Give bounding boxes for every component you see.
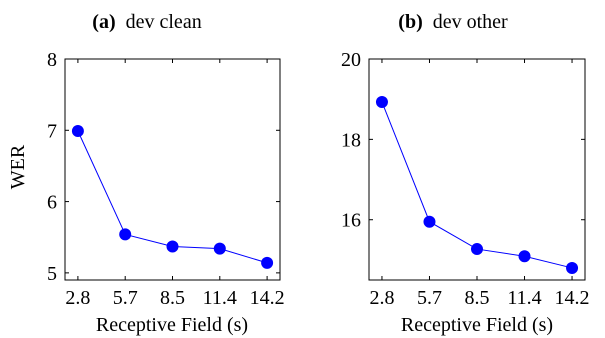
x-axis-label: Receptive Field (s) [96,314,248,336]
chart-title-text: dev clean [126,11,202,33]
y-axis-label: WER [7,144,29,189]
data-point [119,228,132,241]
data-point [71,125,84,138]
data-point [261,256,274,269]
data-point [423,215,436,228]
x-tick-label: 11.4 [203,287,237,309]
y-tick-label: 16 [341,210,361,232]
chart-title-text: dev other [433,11,508,33]
x-tick-label: 5.7 [417,287,442,309]
chart-title-prefix: (a) [92,11,115,33]
data-series [375,95,579,274]
chart-title: (a) dev clean [92,11,201,33]
x-axis-label: Receptive Field (s) [401,314,553,336]
x-tick-label: 5.7 [113,287,138,309]
chart-title: (b) dev other [398,11,508,33]
data-series [71,125,274,269]
data-point [518,250,531,263]
y-tick-label: 5 [47,263,57,285]
y-tick-label: 18 [341,129,361,151]
x-tick-label: 14.2 [555,287,590,309]
data-point [471,243,483,256]
x-tick-label: 11.4 [507,287,541,309]
y-tick-label: 8 [47,49,57,71]
x-tick-label: 8.5 [160,287,185,309]
x-tick-label: 2.8 [65,287,90,309]
chart-title-prefix: (b) [398,11,422,33]
y-tick-label: 20 [341,49,361,71]
x-tick-label: 8.5 [465,287,490,309]
series-line [381,101,573,269]
x-tick-label: 2.8 [369,287,394,309]
chart-panel-dev-other: (b) dev other Receptive Field (s) 16 18 20… [341,11,590,336]
axis-ticks: 16 18 20 2.8 5.7 8.5 11.4 14.2 [341,49,590,309]
chart-panel-dev-clean: (a) dev clean WER Receptive Field (s) 5 6… [7,11,285,336]
x-tick-label: 14.2 [250,287,285,309]
data-point [166,240,179,253]
data-point [213,242,226,255]
axis-ticks: 5 6 7 8 2.8 5.7 8.5 11.4 14.2 [47,49,285,309]
data-point [566,261,579,274]
data-point [375,95,388,108]
y-tick-label: 6 [47,192,57,214]
y-tick-label: 7 [47,120,57,142]
